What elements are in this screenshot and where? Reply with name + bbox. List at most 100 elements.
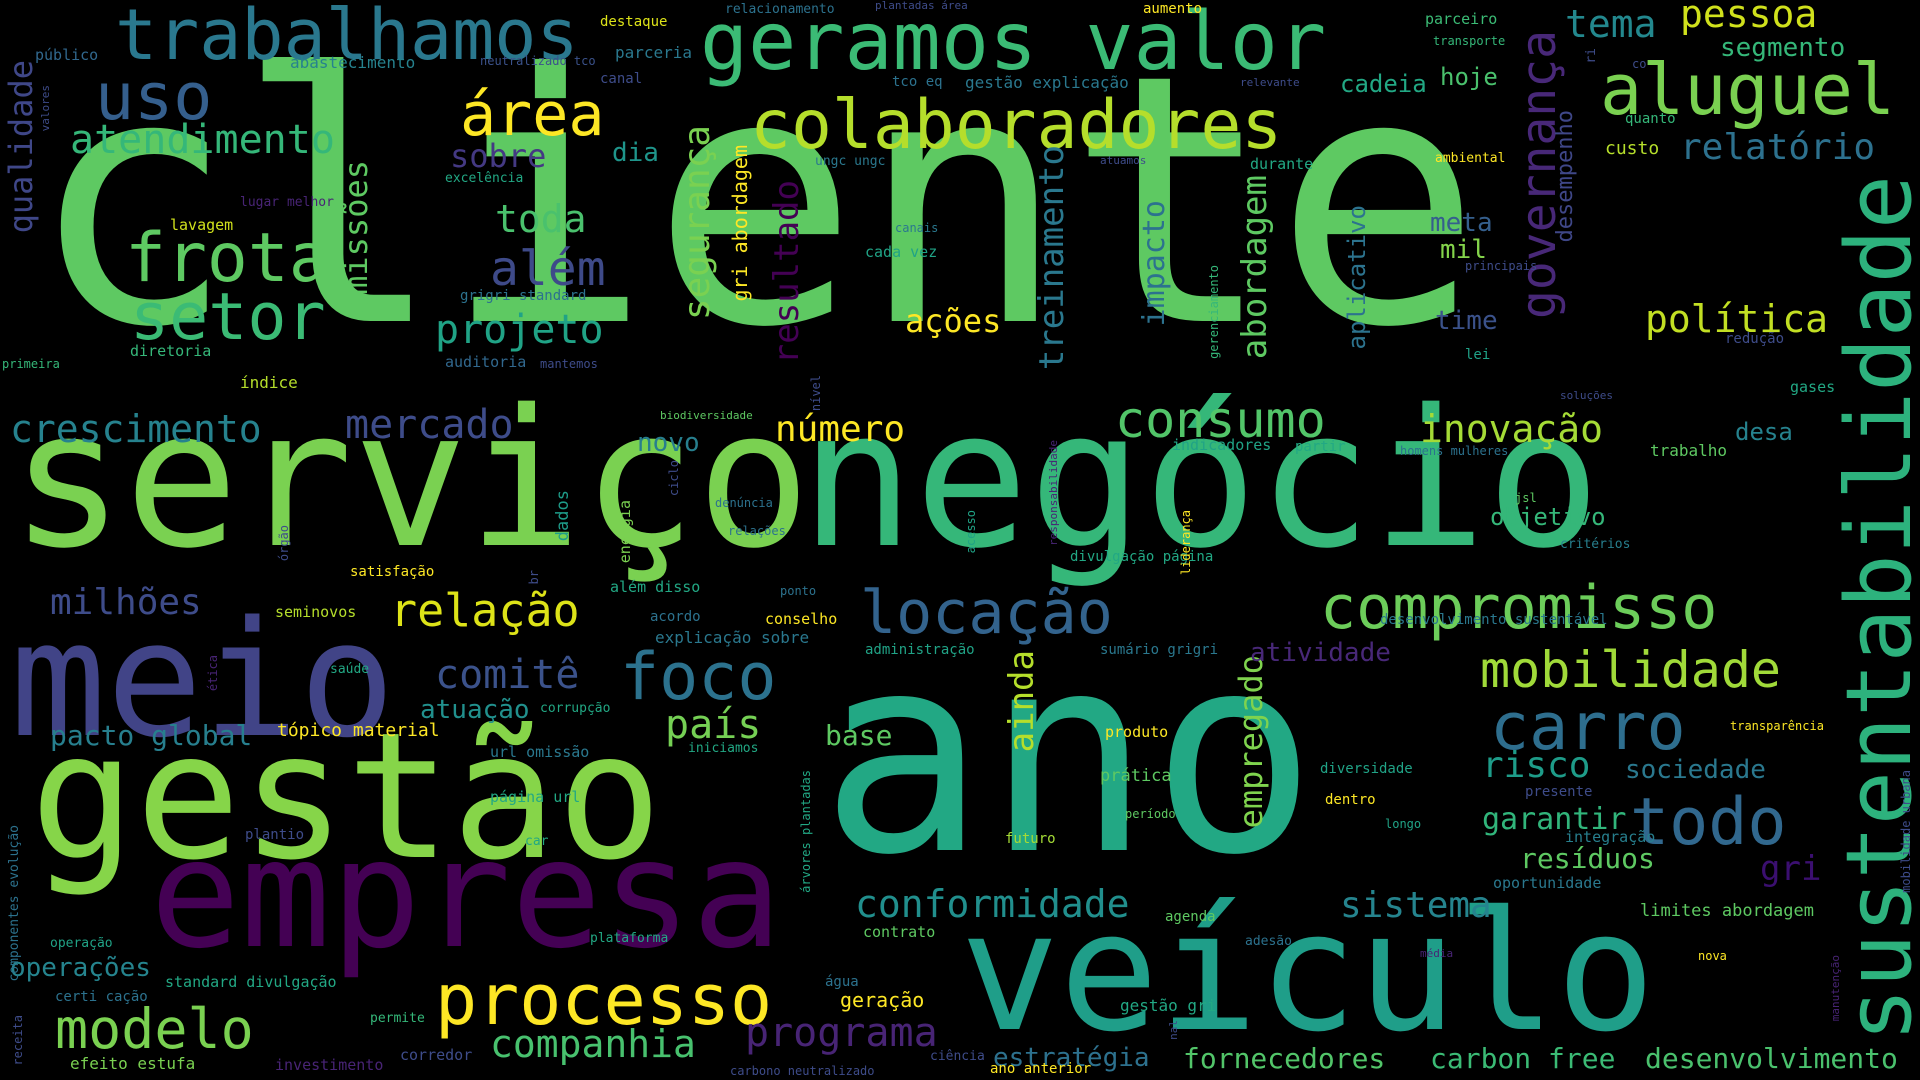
word-receita: receita <box>11 1015 25 1066</box>
word-time: time <box>1435 306 1498 336</box>
word-programa: programa <box>745 1010 938 1056</box>
word-custo: custo <box>1605 138 1660 159</box>
word-ano-anterior: ano anterior <box>990 1061 1092 1077</box>
word-indicadores: indicadores <box>1172 436 1272 454</box>
word-gri-abordagem: gri abordagem <box>728 145 752 302</box>
word-biodiversidade: biodiversidade <box>660 409 753 422</box>
word-auditoria: auditoria <box>445 353 527 371</box>
word-qualidade: qualidade <box>2 60 40 234</box>
word-nova: nova <box>1698 949 1727 963</box>
word-mercado: mercado <box>345 402 514 448</box>
word-parceiro: parceiro <box>1425 10 1498 28</box>
word-denuncia: denúncia <box>715 496 773 510</box>
word-valores: valores <box>39 85 52 132</box>
word-ungc-ungc: ungc ungc <box>815 154 886 169</box>
word-gerenciamento: gerenciamento <box>1207 265 1221 359</box>
word-ciclo: ciclo <box>667 460 681 497</box>
word-desenvolvimento-sustentavel: desenvolvimento sustentável <box>1380 612 1608 628</box>
word-relacao: relação <box>390 584 580 637</box>
word-efeito-estufa: efeito estufa <box>70 1054 196 1073</box>
word-hoje: hoje <box>1440 63 1498 91</box>
word-jsl: jsl <box>1515 491 1537 505</box>
word-ciencia: ciência <box>930 1049 985 1064</box>
word-futuro: futuro <box>1005 831 1056 847</box>
word-integracao: integração <box>1565 828 1656 846</box>
word-projeto: projeto <box>435 307 604 353</box>
word-reducao: redução <box>1725 331 1785 347</box>
word-orgao: órgão <box>277 525 291 562</box>
word-atendimento: atendimento <box>70 117 335 163</box>
word-arvores-plantadas: árvores plantadas <box>799 770 813 893</box>
word-impacto: impacto <box>1137 200 1172 327</box>
word-mantemos: mantemos <box>540 357 598 371</box>
word-aumento: aumento <box>1143 1 1203 17</box>
word-periodo: período <box>1125 807 1176 821</box>
word-br: br <box>527 570 541 585</box>
word-meta: meta <box>1430 208 1493 238</box>
word-carbono-neutralizado: carbono neutralizado <box>730 1064 875 1078</box>
word-carbon-free: carbon free <box>1430 1042 1616 1075</box>
word-fornecedores: fornecedores <box>1183 1042 1386 1075</box>
word-satisfacao: satisfação <box>350 564 435 580</box>
word-certi-cacao: certi cação <box>55 989 148 1005</box>
word-operacao: operação <box>50 936 113 951</box>
word-indice: índice <box>240 373 298 392</box>
word-atividade: atividade <box>1250 638 1391 668</box>
word-canal: canal <box>600 71 643 87</box>
word-etica: ética <box>206 655 220 692</box>
word-dados: dados <box>553 490 573 542</box>
word-produto: produto <box>1105 723 1169 741</box>
word-estrategia: estratégia <box>993 1043 1150 1073</box>
word-cada-vez: cada vez <box>865 243 938 261</box>
word-destaque: destaque <box>600 14 668 30</box>
word-ambiental: ambiental <box>1435 151 1506 166</box>
word-lavagem: lavagem <box>170 216 234 234</box>
word-mil: mil <box>1440 235 1487 265</box>
word-setor: setor <box>130 280 326 355</box>
word-sociedade: sociedade <box>1625 755 1766 785</box>
word-treinamento: treinamento <box>1032 145 1072 371</box>
word-trabalho: trabalho <box>1650 441 1728 460</box>
word-companhia: companhia <box>490 1022 696 1066</box>
word-empresa: empresa <box>150 808 783 982</box>
word-canais: canais <box>895 221 939 235</box>
word-area: área <box>460 80 605 150</box>
word-relacoes: relações <box>728 524 786 538</box>
word-aplicativo: aplicativo <box>1343 205 1371 350</box>
word-solucoes: soluções <box>1560 389 1613 402</box>
word-quanto: quanto <box>1625 111 1676 127</box>
word-agua: água <box>825 974 859 990</box>
word-componentes-evolucao: componentes evolução <box>7 825 22 982</box>
word-relevante: relevante <box>1240 76 1300 89</box>
word-crescimento: crescimento <box>10 407 262 451</box>
word-pacto-global: pacto global <box>50 719 253 752</box>
word-comite: comitê <box>435 652 580 698</box>
word-principais: principais <box>1465 259 1538 273</box>
word-manutencao: manutenção <box>1829 955 1842 1022</box>
word-plantadas-area: plantadas área <box>875 0 968 12</box>
word-tco-eq: tco eq <box>892 74 943 90</box>
word-media: média <box>1420 947 1454 960</box>
word-politica: política <box>1645 297 1829 341</box>
word-saude: saúde <box>330 662 370 677</box>
word-investimento: investimento <box>275 1056 384 1074</box>
word-locacao: locação <box>860 578 1113 648</box>
word-risco: risco <box>1482 745 1591 786</box>
word-permite: permite <box>370 1011 425 1026</box>
word-mobilidade-urbana: mobilidade urbana <box>1899 770 1913 893</box>
word-seminovos: seminovos <box>275 603 357 621</box>
word-car: car <box>525 834 549 849</box>
word-empregado: empregado <box>1232 655 1270 829</box>
word-acesso: acesso <box>964 510 978 554</box>
word-contrato: contrato <box>863 923 936 941</box>
word-iniciamos: iniciamos <box>688 741 759 756</box>
word-colaboradores: colaboradores <box>750 86 1283 165</box>
word-processo: processo <box>435 959 773 1041</box>
word-agenda: agenda <box>1165 909 1216 925</box>
word-operacoes: operações <box>10 953 151 983</box>
word-resultado: resultado <box>767 180 807 365</box>
word-neutralizado-tco: neutralizado tco <box>480 54 596 68</box>
word-sumario-grigri: sumário grigri <box>1100 642 1219 658</box>
word-atuamos: atuamos <box>1100 154 1147 167</box>
